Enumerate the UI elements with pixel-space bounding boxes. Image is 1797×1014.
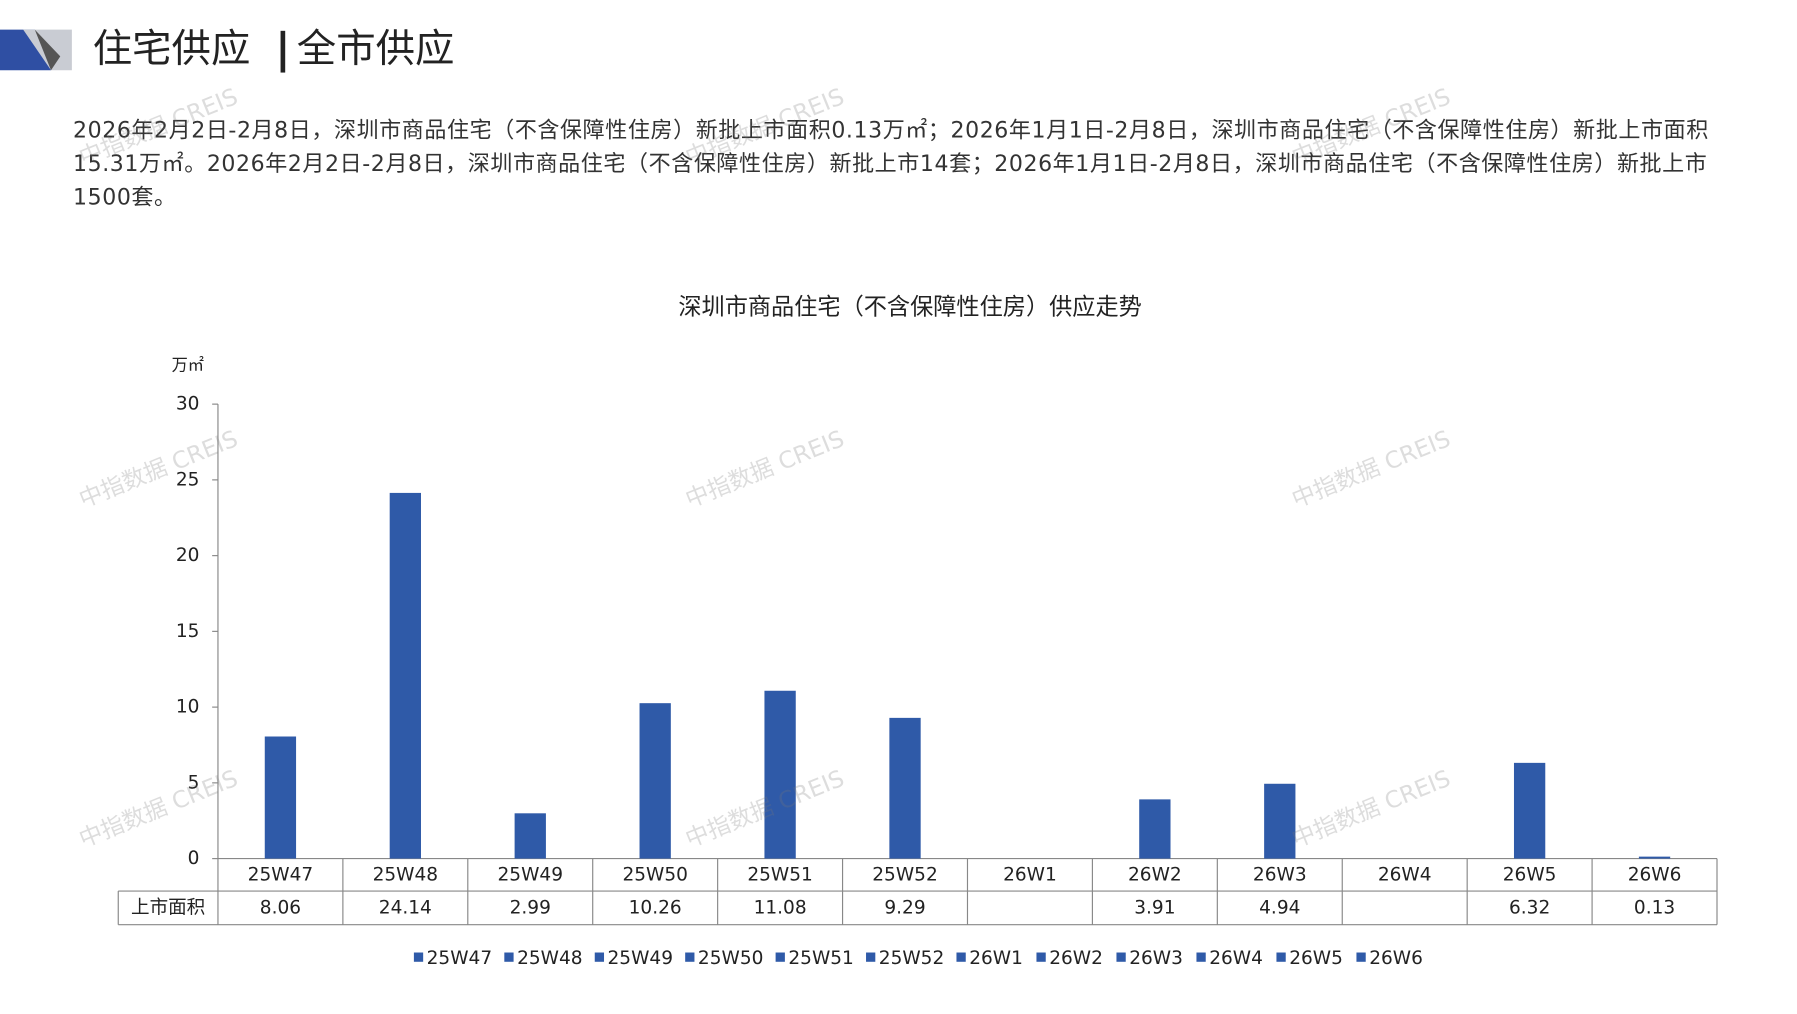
table-value: 0.13 (1634, 897, 1675, 918)
bar (889, 717, 921, 859)
legend-swatch (956, 952, 966, 962)
watermark: 中指数据 CREIS (1288, 425, 1454, 513)
legend-label: 26W3 (1129, 948, 1183, 969)
bar (1139, 799, 1171, 859)
legend-swatch (594, 952, 605, 962)
y-tick-label: 10 (176, 697, 200, 718)
legend-swatch (866, 952, 876, 962)
chart-title: 深圳市商品住宅（不含保障性住房）供应走势 (678, 293, 1141, 320)
legend-label: 26W6 (1369, 948, 1423, 969)
watermark: 中指数据 CREIS (75, 765, 241, 853)
legend-label: 25W50 (698, 948, 763, 969)
table-value: 10.26 (629, 897, 682, 918)
legend-label: 26W5 (1289, 948, 1343, 969)
legend-swatch (685, 952, 695, 962)
header-divider (280, 30, 286, 73)
table-row-label: 上市面积 (131, 897, 205, 918)
x-tick-label: 26W2 (1128, 864, 1182, 885)
legend-label: 25W51 (788, 948, 853, 969)
legend-swatch (1116, 952, 1126, 962)
legend-swatch (413, 952, 424, 962)
x-tick-label: 26W4 (1378, 864, 1432, 885)
y-axis-label: 万㎡ (172, 355, 204, 374)
x-tick-label: 26W1 (1003, 864, 1057, 885)
paragraph-box: 2026年2月2日-2月8日，深圳市商品住宅（不含保障性住房）新批上市面积0.1… (73, 117, 1709, 211)
table-value: 24.14 (379, 897, 432, 918)
bar (1264, 783, 1296, 859)
watermark: 中指数据 CREIS (1288, 765, 1454, 853)
paragraph: 2026年2月2日-2月8日，深圳市商品住宅（不含保障性住房）新批上市面积0.1… (73, 117, 1709, 211)
legend-swatch (775, 952, 785, 962)
legend-swatch (1276, 952, 1286, 962)
y-tick-label: 15 (176, 621, 200, 642)
legend-label: 25W47 (427, 948, 492, 969)
table-value: 2.99 (510, 897, 551, 918)
x-tick-label: 25W50 (622, 864, 687, 885)
x-tick-label: 26W3 (1253, 864, 1307, 885)
legend-swatch (1356, 952, 1366, 962)
bar (764, 690, 796, 859)
table-value: 8.06 (260, 897, 301, 918)
x-tick-label: 25W48 (373, 864, 438, 885)
watermark: 中指数据 CREIS (682, 425, 848, 513)
y-tick-label: 30 (176, 394, 200, 415)
bar (1638, 856, 1671, 859)
header-subtitle: 全市供应 (297, 26, 455, 72)
y-tick-label: 20 (176, 545, 200, 566)
x-tick-label: 26W6 (1628, 864, 1682, 885)
legend-swatch (1036, 952, 1046, 962)
header-title: 住宅供应 (93, 26, 251, 72)
table-value: 11.08 (754, 897, 807, 918)
x-tick-label: 25W49 (498, 864, 563, 885)
legend-label: 26W4 (1209, 948, 1263, 969)
bar (514, 813, 546, 859)
bar (639, 703, 671, 859)
table-value: 9.29 (884, 897, 925, 918)
y-tick-label: 5 (188, 772, 200, 793)
x-tick-label: 25W51 (747, 864, 812, 885)
legend-label: 25W49 (608, 948, 673, 969)
legend-label: 25W48 (517, 948, 582, 969)
y-tick-label: 25 (176, 469, 200, 490)
legend-label: 26W2 (1049, 948, 1103, 969)
x-tick-label: 25W47 (248, 864, 313, 885)
y-tick-label: 0 (188, 848, 200, 869)
table-value: 3.91 (1134, 897, 1175, 918)
legend-swatch (504, 952, 514, 962)
header-icon (34, 29, 61, 71)
legend-label: 26W1 (969, 948, 1023, 969)
bar (1513, 762, 1546, 859)
x-tick-label: 25W52 (872, 864, 937, 885)
table-value: 4.94 (1259, 897, 1300, 918)
legend-label: 25W52 (879, 948, 944, 969)
watermark: 中指数据 CREIS (75, 425, 241, 513)
bar (264, 736, 297, 859)
legend-swatch (1196, 952, 1206, 962)
bar (389, 492, 421, 859)
x-tick-label: 26W5 (1503, 864, 1557, 885)
table-value: 6.32 (1509, 897, 1550, 918)
